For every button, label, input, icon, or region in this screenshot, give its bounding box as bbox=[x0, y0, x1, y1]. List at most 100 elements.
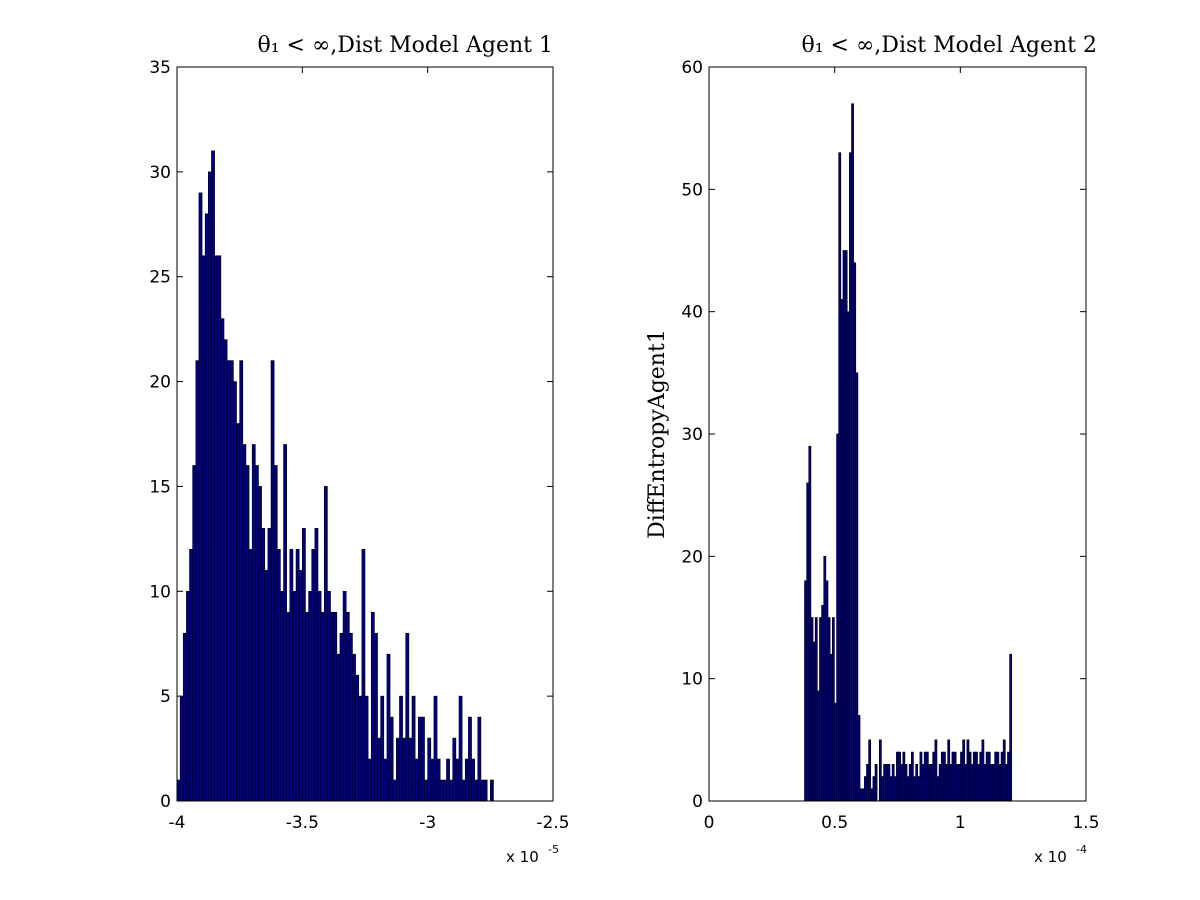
histogram-bar-agent-1-96 bbox=[477, 716, 482, 802]
histogram-bar-agent-2-35 bbox=[878, 739, 882, 802]
histogram-bar-agent-2-28 bbox=[864, 776, 867, 802]
histogram-bar-agent-2-25 bbox=[857, 715, 861, 802]
histogram-bar-agent-2-70 bbox=[953, 751, 957, 802]
histogram-bar-agent-2-10 bbox=[825, 580, 829, 802]
histogram-bar-agent-1-33 bbox=[280, 590, 284, 802]
histogram-bar-agent-1-76 bbox=[414, 758, 419, 802]
y-tick-label-agent-1-7: 35 bbox=[149, 58, 171, 78]
x-ticks-agent-1: -4 -3.5 -3 -2.5 bbox=[169, 67, 570, 833]
histogram-bar-agent-1-58 bbox=[358, 695, 363, 802]
histogram-bar-agent-1-16 bbox=[226, 360, 231, 802]
histogram-bar-agent-1-63 bbox=[374, 632, 378, 802]
bars-agent-1 bbox=[176, 150, 494, 802]
histogram-agent-2: θ₁ < ∞,Dist Model Agent 2 DiffEntropyAge… bbox=[645, 33, 1100, 866]
histogram-bar-agent-1-29 bbox=[267, 528, 272, 802]
histogram-bar-agent-2-42 bbox=[893, 776, 897, 802]
histogram-bar-agent-2-37 bbox=[883, 763, 886, 802]
histogram-bar-agent-1-27 bbox=[261, 528, 266, 802]
histogram-bar-agent-2-36 bbox=[881, 776, 884, 802]
histogram-bar-agent-2-55 bbox=[921, 763, 925, 802]
histogram-bar-agent-2-68 bbox=[949, 763, 953, 802]
histogram-bar-agent-2-21 bbox=[849, 152, 852, 802]
histogram-bar-agent-1-28 bbox=[264, 570, 269, 802]
histogram-bar-agent-2-9 bbox=[823, 556, 827, 802]
histogram-bar-agent-2-24 bbox=[855, 372, 859, 802]
histogram-bar-agent-1-7 bbox=[198, 192, 203, 802]
histogram-bar-agent-1-8 bbox=[201, 255, 206, 802]
histogram-bar-agent-2-0 bbox=[804, 580, 807, 802]
histogram-bar-agent-1-51 bbox=[336, 653, 341, 802]
histogram-bar-agent-2-96 bbox=[1009, 653, 1013, 802]
histogram-bar-agent-1-47 bbox=[323, 486, 328, 802]
x-ticks-agent-2: 0 0.5 1 1.5 bbox=[704, 67, 1100, 833]
y-tick-label-agent-1-0: 0 bbox=[160, 792, 171, 812]
histogram-bar-agent-2-30 bbox=[868, 739, 872, 802]
histogram-bar-agent-1-66 bbox=[383, 758, 388, 802]
histogram-bar-agent-2-40 bbox=[889, 776, 893, 802]
histogram-bar-agent-1-40 bbox=[302, 528, 306, 802]
histogram-bar-agent-2-44 bbox=[898, 751, 901, 802]
y-tick-label-agent-2-4: 40 bbox=[681, 303, 703, 323]
histogram-bar-agent-2-65 bbox=[943, 751, 946, 802]
histogram-bar-agent-2-3 bbox=[810, 617, 814, 802]
histogram-bar-agent-1-32 bbox=[276, 549, 281, 802]
histogram-bar-agent-1-73 bbox=[405, 632, 410, 802]
histogram-bar-agent-2-47 bbox=[904, 763, 908, 802]
histogram-bar-agent-2-31 bbox=[870, 788, 874, 802]
histogram-bar-agent-2-93 bbox=[1002, 739, 1006, 802]
x-tick-label-agent-2-0: 0 bbox=[704, 813, 715, 833]
histogram-bar-agent-1-61 bbox=[367, 758, 372, 802]
histogram-bar-agent-1-94 bbox=[471, 758, 475, 802]
histogram-bar-agent-1-88 bbox=[452, 737, 457, 802]
histogram-bar-agent-1-89 bbox=[455, 758, 460, 802]
histogram-bar-agent-2-27 bbox=[861, 788, 865, 802]
histogram-bar-agent-2-80 bbox=[975, 751, 978, 802]
histogram-bar-agent-1-97 bbox=[480, 779, 485, 802]
histogram-bar-agent-2-46 bbox=[902, 751, 906, 802]
chart-title-agent-2: θ₁ < ∞,Dist Model Agent 2 bbox=[802, 33, 1098, 58]
histogram-bar-agent-2-26 bbox=[859, 788, 863, 802]
histogram-bar-agent-1-5 bbox=[192, 465, 197, 802]
histogram-bar-agent-2-8 bbox=[821, 604, 825, 802]
histogram-bar-agent-1-82 bbox=[433, 695, 438, 802]
histogram-bar-agent-2-12 bbox=[829, 653, 833, 802]
axes-frame-agent-1 bbox=[176, 66, 554, 802]
histogram-bar-agent-2-82 bbox=[979, 751, 983, 802]
histogram-bar-agent-2-76 bbox=[966, 739, 970, 802]
histogram-bar-agent-2-53 bbox=[917, 776, 921, 802]
histogram-bar-agent-1-42 bbox=[308, 590, 313, 802]
histogram-bar-agent-2-79 bbox=[972, 751, 976, 802]
histogram-bar-agent-2-88 bbox=[992, 763, 995, 802]
histogram-bar-agent-1-68 bbox=[389, 716, 394, 802]
histogram-bar-agent-1-78 bbox=[421, 716, 425, 802]
histogram-bar-agent-1-39 bbox=[298, 570, 303, 802]
histogram-bar-agent-2-78 bbox=[970, 763, 974, 802]
histogram-bar-agent-1-67 bbox=[386, 653, 391, 802]
histogram-bar-agent-1-4 bbox=[189, 549, 193, 802]
histogram-bar-agent-1-74 bbox=[408, 737, 413, 802]
histogram-bar-agent-2-51 bbox=[913, 776, 916, 802]
x-tick-label-agent-2-1: 0.5 bbox=[821, 813, 848, 833]
histogram-bar-agent-2-58 bbox=[928, 763, 931, 802]
histogram-bar-agent-2-60 bbox=[932, 751, 936, 802]
y-tick-label-agent-1-2: 10 bbox=[149, 582, 171, 602]
histogram-bar-agent-1-3 bbox=[186, 590, 190, 802]
histogram-bar-agent-1-57 bbox=[355, 674, 360, 802]
histogram-bar-agent-2-56 bbox=[923, 751, 927, 802]
histogram-bar-agent-1-14 bbox=[220, 318, 225, 802]
histogram-bar-agent-2-11 bbox=[827, 617, 831, 802]
y-ticks-agent-1: 0 5 10 15 20 25 30 35 bbox=[149, 58, 553, 812]
histogram-bar-agent-2-5 bbox=[814, 617, 818, 802]
histogram-bar-agent-2-20 bbox=[846, 311, 850, 802]
x-multiplier-exponent-agent-2: -4 bbox=[1076, 843, 1087, 856]
histogram-bar-agent-1-64 bbox=[377, 737, 381, 802]
y-tick-label-agent-1-6: 30 bbox=[149, 163, 171, 183]
histogram-bar-agent-1-55 bbox=[349, 632, 353, 802]
histogram-bar-agent-1-70 bbox=[396, 737, 400, 802]
histogram-bar-agent-1-44 bbox=[314, 528, 319, 802]
histogram-bar-agent-1-6 bbox=[195, 360, 200, 802]
histogram-bar-agent-2-74 bbox=[962, 739, 966, 802]
y-tick-label-agent-2-6: 60 bbox=[681, 58, 703, 78]
histogram-bar-agent-1-92 bbox=[464, 758, 469, 802]
